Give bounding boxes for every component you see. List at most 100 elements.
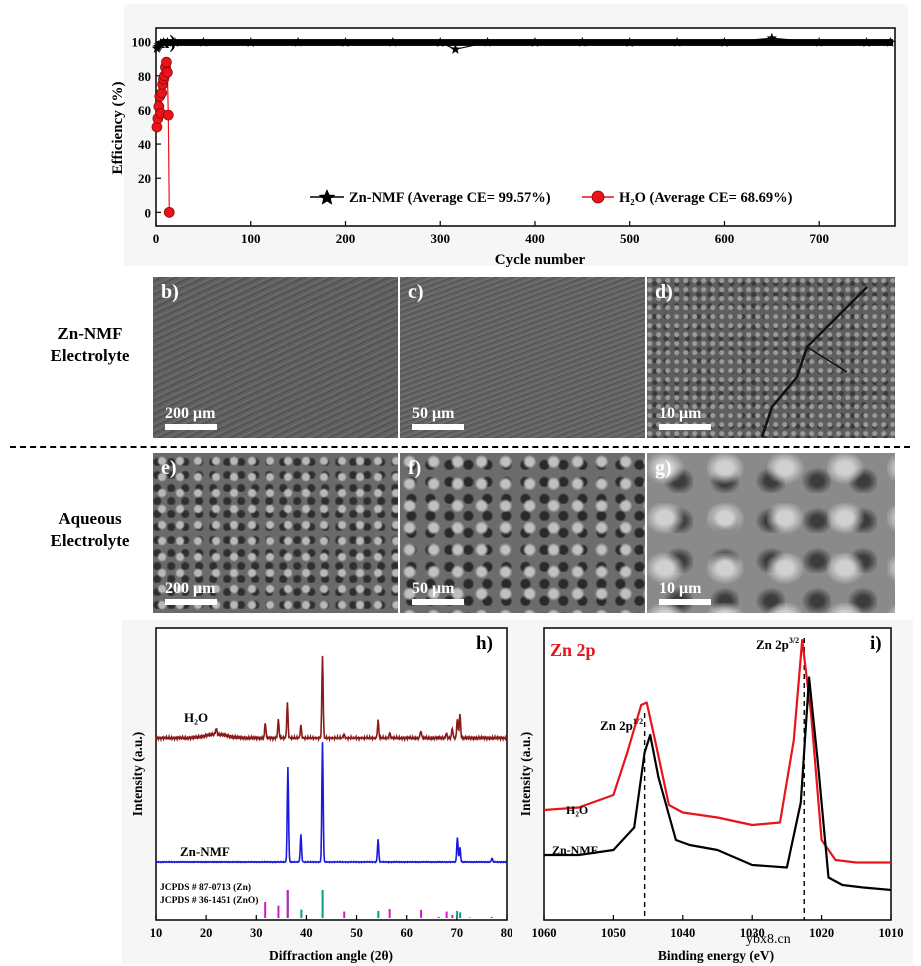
zn-nmf-point — [340, 37, 351, 47]
xrd-series-zn-nmf — [155, 742, 508, 864]
zn-nmf-point — [671, 36, 683, 47]
x-tick-label-0: 0 — [153, 231, 160, 246]
chart-h: 10 20 30 40 50 60 70 80 h) H₂O Zn-NMF JCPDS # 8… — [122, 620, 518, 964]
zn-nmf-point — [813, 36, 825, 47]
zn-nmf-point — [766, 32, 778, 43]
chart-i-xlabel: Binding energy (eV) — [658, 948, 774, 963]
xrd-series-h2o — [155, 655, 508, 743]
h2o-point — [162, 67, 173, 78]
x-tick-label-700: 700 — [809, 231, 829, 246]
chart-h-xlabel: Diffraction angle (2θ) — [269, 948, 393, 963]
panel-label-a: a) — [160, 32, 176, 53]
xrd-x-tick-label-60: 60 — [400, 926, 413, 940]
h2o-point — [163, 206, 175, 218]
scale-bar-d: 10 μm — [659, 405, 711, 430]
sem-image-b: b) 200 μm — [153, 277, 398, 438]
panel-label-d: d) — [655, 281, 673, 303]
legend-circle-icon — [591, 190, 605, 204]
xps-x-tick-label-1060: 1060 — [532, 926, 557, 940]
panel-label-i: i) — [870, 633, 882, 654]
xps-x-tick-label-1050: 1050 — [601, 926, 626, 940]
zn-nmf-point — [435, 37, 446, 47]
y-tick-label-40: 40 — [138, 137, 151, 152]
panel-label-e: e) — [161, 457, 177, 479]
h2o-point — [161, 56, 172, 68]
panel-label-f: f) — [408, 457, 422, 479]
scale-bar-f: 50 μm — [412, 580, 464, 605]
sem-image-c: c) 50 μm — [400, 277, 645, 438]
zn-nmf-point — [162, 36, 173, 47]
chart-a-plot-frame — [155, 27, 896, 227]
xrd-x-tick-label-70: 70 — [451, 926, 464, 940]
panel-label-g: g) — [655, 457, 672, 479]
y-tick-label-100: 100 — [132, 35, 152, 50]
zn-nmf-point — [169, 37, 181, 47]
chart-h-label-zn-nmf: Zn-NMF — [180, 844, 230, 859]
scale-bar-e: 200 μm — [165, 580, 217, 605]
zn-nmf-point — [482, 36, 493, 47]
zn-nmf-point — [245, 37, 256, 47]
panel-label-b: b) — [161, 281, 179, 303]
chart-a-xlabel: Cycle number — [495, 252, 586, 268]
xps-series-h2o — [543, 638, 891, 864]
chart-h-ylabel: Intensity (a.u.) — [130, 732, 145, 816]
zn-nmf-point — [624, 37, 635, 47]
x-tick-label-300: 300 — [430, 231, 450, 246]
zn-nmf-point — [885, 36, 896, 47]
xrd-x-tick-label-20: 20 — [200, 926, 213, 940]
zn-nmf-point — [719, 37, 730, 47]
y-tick-label-20: 20 — [138, 171, 151, 186]
chart-i-plot-frame — [543, 627, 892, 921]
zn-nmf-point — [529, 37, 541, 47]
chart-a: 0 100 200 300 400 500 600 700 0 20 40 60 80 100 a) C… — [110, 4, 908, 268]
chart-a-ylabel: Efficiency (%) — [110, 82, 126, 175]
panel-label-c: c) — [408, 281, 424, 303]
row-label-zn-nmf: Zn-NMF Electrolyte — [50, 324, 130, 365]
xps-x-tick-label-1010: 1010 — [879, 926, 904, 940]
row-divider — [10, 446, 910, 448]
legend-zn-nmf: Zn-NMF (Average CE= 99.57%) — [349, 190, 551, 206]
watermark: ybx8.cn — [746, 932, 791, 947]
y-tick-label-0: 0 — [145, 205, 152, 220]
zn-nmf-point — [198, 36, 209, 47]
chart-i-label-h2o: H₂O — [566, 803, 588, 817]
xrd-x-tick-label-10: 10 — [150, 926, 163, 940]
zn-nmf-point — [158, 37, 169, 47]
zn-nmf-point — [155, 37, 166, 48]
xrd-x-tick-label-30: 30 — [250, 926, 262, 940]
zn-nmf-point — [450, 43, 461, 54]
zn-nmf-point — [861, 37, 872, 47]
peak-label-2p12: Zn 2p1/2 — [600, 717, 643, 733]
xps-x-tick-label-1020: 1020 — [809, 926, 834, 940]
chart-i-title: Zn 2p — [550, 640, 596, 660]
xps-x-tick-label-1040: 1040 — [670, 926, 695, 940]
xps-series-zn-nmf — [544, 676, 892, 892]
chart-i-label-zn-nmf: Zn-NMF — [552, 843, 598, 857]
zn-nmf-point — [577, 36, 588, 47]
sem-image-e: e) 200 μm — [153, 453, 398, 613]
chart-i-ylabel: Intensity (a.u.) — [518, 732, 533, 816]
xrd-x-tick-label-80: 80 — [501, 926, 514, 940]
x-tick-label-400: 400 — [525, 231, 545, 246]
row-label-aqueous: Aqueous Electrolyte — [50, 509, 130, 550]
sem-image-d: d) 10 μm — [647, 277, 895, 438]
scale-bar-b: 200 μm — [165, 405, 217, 430]
panel-label-h: h) — [476, 633, 493, 654]
xrd-x-tick-label-40: 40 — [300, 926, 313, 940]
y-tick-label-60: 60 — [138, 103, 151, 118]
x-tick-label-600: 600 — [715, 231, 735, 246]
ref-label-zn: JCPDS # 87-0713 (Zn) — [160, 882, 251, 893]
chart-h-label-h2o: H₂O — [184, 710, 208, 725]
xps-x-tick-label-1030: 1030 — [740, 926, 765, 940]
chart-h-plot-frame — [155, 627, 508, 921]
zn-nmf-point — [292, 36, 304, 47]
sem-image-f: f) 50 μm — [400, 453, 645, 613]
x-tick-label-500: 500 — [620, 231, 640, 246]
ref-label-zno: JCPDS # 36-1451 (ZnO) — [160, 895, 258, 906]
y-tick-label-80: 80 — [138, 69, 151, 84]
legend-star-icon — [318, 189, 336, 205]
crack-lines — [760, 286, 868, 438]
legend-h2o: H₂O (Average CE= 68.69%) — [619, 190, 793, 206]
chart-a-legend: Zn-NMF (Average CE= 99.57%) H₂O (Average… — [310, 189, 793, 206]
